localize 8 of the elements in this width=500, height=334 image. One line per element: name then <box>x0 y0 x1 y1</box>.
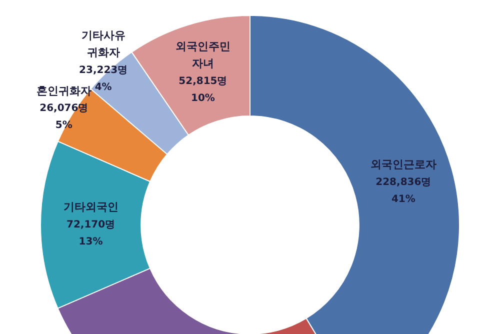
slice-label: 외국인주민 자녀 <box>175 40 230 70</box>
data-label: 52,815명 10% <box>178 76 228 104</box>
slice-label: 혼인귀화자 <box>36 84 92 98</box>
slice-label: 외국인근로자 <box>370 158 436 172</box>
data-label: 228,836명 41% <box>376 176 432 205</box>
slice-label: 기타외국인 <box>63 200 118 214</box>
data-label: 72,170명 13% <box>66 219 116 248</box>
slice-label: 기타사유 귀화자 <box>81 29 126 60</box>
